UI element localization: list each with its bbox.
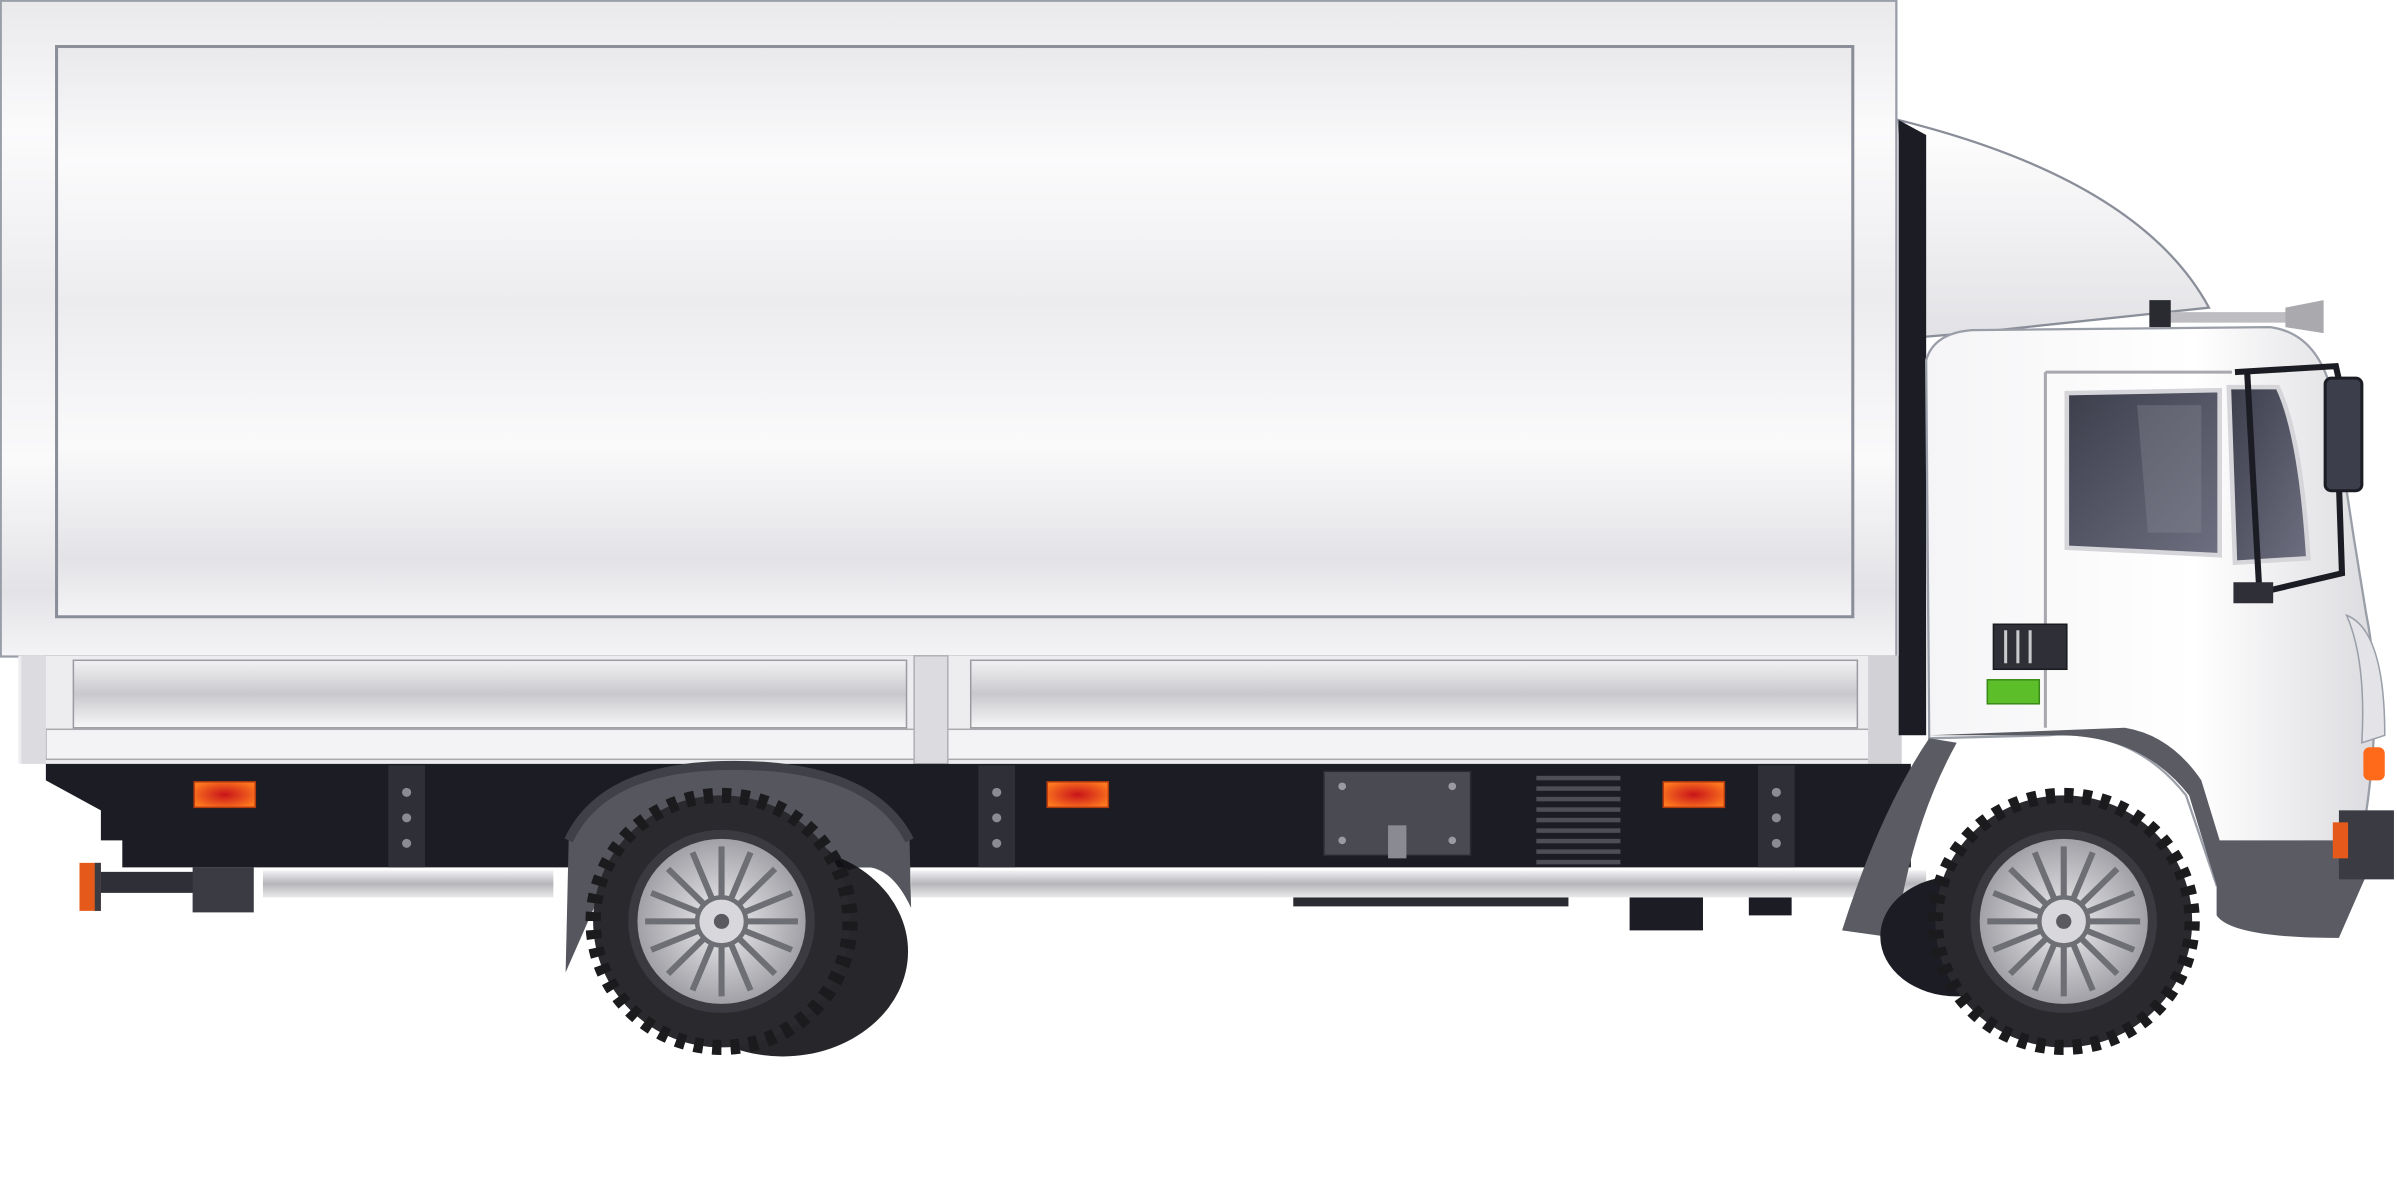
- side-mirror-icon: [2233, 363, 2364, 604]
- side-marker-lights: [193, 781, 1726, 809]
- air-horn-icon: [2149, 300, 2324, 334]
- cab: [1842, 118, 2394, 938]
- cargo-box: [0, 0, 1898, 658]
- front-wheel-icon: [1880, 787, 2200, 1055]
- side-skirt-panels: [18, 655, 1902, 765]
- rear-wheel-icon: [585, 787, 909, 1057]
- vent-grille: [1536, 775, 1621, 865]
- chassis: [45, 763, 1927, 931]
